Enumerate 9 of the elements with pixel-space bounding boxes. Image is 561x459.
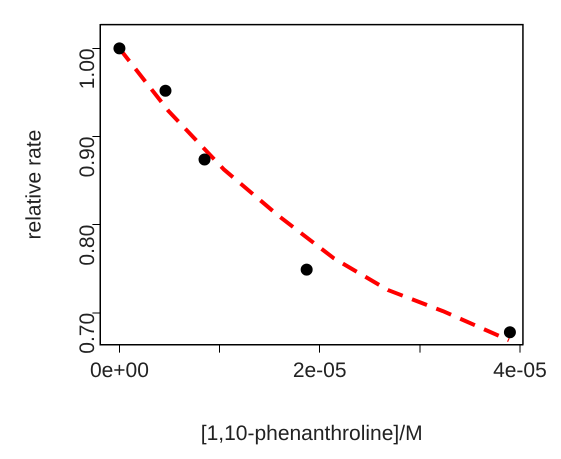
x-axis-title: [1,10-phenanthroline]/M [200,422,423,446]
y-axis-title: relative rate [22,130,46,240]
x-tick-label: 0e+00 [90,358,149,382]
y-tick-label: 1.00 [76,48,100,90]
y-tick-label: 0.70 [76,312,100,354]
y-tick-label: 0.80 [76,224,100,266]
x-tick-label: 2e-05 [292,358,347,382]
y-tick-label: 0.90 [76,136,100,178]
x-tick-label: 4e-05 [493,358,547,382]
